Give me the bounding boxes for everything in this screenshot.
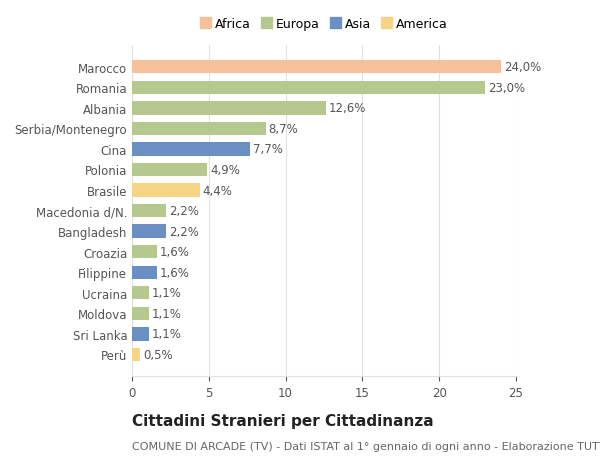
Bar bbox=[132, 204, 166, 218]
Bar bbox=[132, 307, 149, 320]
Bar bbox=[132, 143, 250, 156]
Bar bbox=[132, 123, 266, 136]
Legend: Africa, Europa, Asia, America: Africa, Europa, Asia, America bbox=[195, 12, 453, 35]
Text: 1,1%: 1,1% bbox=[152, 307, 182, 320]
Bar bbox=[132, 246, 157, 259]
Text: 0,5%: 0,5% bbox=[143, 348, 172, 361]
Bar bbox=[132, 81, 485, 95]
Text: 23,0%: 23,0% bbox=[488, 82, 526, 95]
Text: 12,6%: 12,6% bbox=[329, 102, 366, 115]
Text: 2,2%: 2,2% bbox=[169, 225, 199, 238]
Bar bbox=[132, 163, 207, 177]
Text: 24,0%: 24,0% bbox=[504, 61, 541, 74]
Bar bbox=[132, 102, 326, 115]
Text: COMUNE DI ARCADE (TV) - Dati ISTAT al 1° gennaio di ogni anno - Elaborazione TUT: COMUNE DI ARCADE (TV) - Dati ISTAT al 1°… bbox=[132, 441, 600, 451]
Text: 1,6%: 1,6% bbox=[160, 246, 190, 258]
Text: 7,7%: 7,7% bbox=[253, 143, 283, 156]
Text: 1,1%: 1,1% bbox=[152, 328, 182, 341]
Bar bbox=[132, 266, 157, 280]
Text: 2,2%: 2,2% bbox=[169, 205, 199, 218]
Text: Cittadini Stranieri per Cittadinanza: Cittadini Stranieri per Cittadinanza bbox=[132, 413, 434, 428]
Text: 8,7%: 8,7% bbox=[269, 123, 298, 135]
Text: 4,9%: 4,9% bbox=[211, 164, 240, 177]
Bar bbox=[132, 328, 149, 341]
Bar bbox=[132, 61, 500, 74]
Text: 1,1%: 1,1% bbox=[152, 287, 182, 300]
Text: 1,6%: 1,6% bbox=[160, 266, 190, 279]
Bar bbox=[132, 348, 140, 361]
Bar bbox=[132, 184, 200, 197]
Text: 4,4%: 4,4% bbox=[203, 184, 233, 197]
Bar bbox=[132, 286, 149, 300]
Bar bbox=[132, 225, 166, 238]
